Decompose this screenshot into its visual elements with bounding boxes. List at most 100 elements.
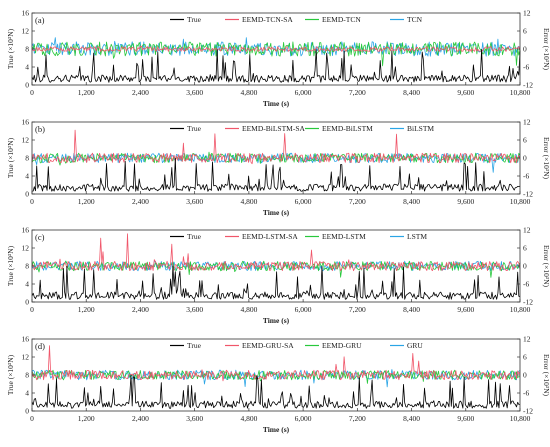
x-tick-label: 10,800 bbox=[510, 305, 531, 314]
x-tick-label: 0 bbox=[30, 305, 34, 314]
x-tick-label: 10,800 bbox=[510, 414, 531, 423]
series-line-eemd-gru bbox=[31, 369, 521, 384]
panel-label: (a) bbox=[35, 15, 45, 25]
y-right-axis-label: Error (×10³N) bbox=[542, 137, 550, 180]
series-line-true bbox=[31, 157, 521, 192]
plot-area bbox=[31, 37, 521, 83]
x-tick-label: 9,600 bbox=[457, 305, 474, 314]
x-tick-label: 4,800 bbox=[240, 197, 257, 206]
x-tick-label: 2,400 bbox=[132, 305, 149, 314]
x-tick-label: 6,000 bbox=[295, 305, 312, 314]
y-right-tick-label: -12 bbox=[523, 298, 533, 307]
y-left-tick-label: 0 bbox=[25, 190, 29, 199]
y-right-tick-label: 0 bbox=[523, 45, 527, 54]
y-left-axis-label: True (×10³N) bbox=[6, 245, 15, 286]
plot-area bbox=[31, 129, 521, 192]
y-left-tick-label: 8 bbox=[25, 154, 29, 163]
panel-2: 0 1,200 2,400 3,600 4,800 6,000 7,200 8,400 9,60… bbox=[6, 226, 550, 326]
series-line-true bbox=[31, 49, 521, 83]
y-left-tick-label: 8 bbox=[25, 262, 29, 271]
x-tick-label: 7,200 bbox=[349, 305, 366, 314]
x-tick-label: 0 bbox=[30, 88, 34, 97]
series-line-eemd-bilstm-sa bbox=[31, 129, 521, 165]
legend-label: True bbox=[187, 15, 202, 24]
legend-label: EEMD-GRU-SA bbox=[242, 341, 294, 350]
panel-label: (c) bbox=[35, 232, 45, 242]
x-tick-label: 9,600 bbox=[457, 197, 474, 206]
panel-label: (d) bbox=[35, 341, 45, 351]
y-right-tick-label: -6 bbox=[523, 389, 529, 398]
series-line-lstm bbox=[31, 260, 521, 272]
plot-area bbox=[31, 345, 521, 409]
y-left-tick-label: 16 bbox=[22, 226, 30, 235]
x-tick-label: 3,600 bbox=[186, 197, 203, 206]
y-right-tick-label: 6 bbox=[523, 244, 527, 253]
y-left-tick-label: 16 bbox=[22, 335, 30, 344]
series-line-gru bbox=[31, 369, 521, 388]
x-tick-label: 10,800 bbox=[510, 197, 531, 206]
y-right-tick-label: -6 bbox=[523, 63, 529, 72]
y-left-tick-label: 12 bbox=[22, 27, 30, 36]
y-left-tick-label: 16 bbox=[22, 9, 30, 18]
panel-3: 0 1,200 2,400 3,600 4,800 6,000 7,200 8,400 9,60… bbox=[6, 335, 550, 435]
series-line-true bbox=[31, 374, 521, 409]
y-right-tick-label: 12 bbox=[523, 335, 531, 344]
y-right-axis-label: Error (×10³N) bbox=[542, 354, 550, 397]
y-left-tick-label: 4 bbox=[25, 63, 29, 72]
x-axis-label: Time (s) bbox=[263, 316, 290, 325]
x-tick-label: 2,400 bbox=[132, 88, 149, 97]
y-left-tick-label: 12 bbox=[22, 136, 30, 145]
x-tick-label: 8,400 bbox=[403, 305, 420, 314]
x-tick-label: 7,200 bbox=[349, 414, 366, 423]
legend-label: EEMD-LSTM bbox=[322, 232, 366, 241]
legend-label: EEMD-BiLSTM-SA bbox=[242, 124, 306, 133]
x-tick-label: 7,200 bbox=[349, 197, 366, 206]
series-line-eemd-tcn-sa bbox=[31, 45, 521, 52]
legend-label: GRU bbox=[407, 341, 423, 350]
y-right-tick-label: 12 bbox=[523, 226, 531, 235]
y-left-axis-label: True (×10³N) bbox=[6, 137, 15, 178]
legend-label: EEMD-TCN bbox=[322, 15, 361, 24]
x-tick-label: 1,200 bbox=[78, 197, 95, 206]
x-tick-label: 8,400 bbox=[403, 88, 420, 97]
y-right-tick-label: 6 bbox=[523, 136, 527, 145]
y-left-tick-label: 16 bbox=[22, 118, 30, 127]
x-tick-label: 3,600 bbox=[186, 88, 203, 97]
x-tick-label: 4,800 bbox=[240, 305, 257, 314]
y-right-tick-label: -12 bbox=[523, 407, 533, 416]
y-right-tick-label: 12 bbox=[523, 118, 531, 127]
y-right-tick-label: 0 bbox=[523, 154, 527, 163]
y-left-axis-label: True (×10³N) bbox=[6, 354, 15, 395]
x-tick-label: 4,800 bbox=[240, 88, 257, 97]
x-axis-label: Time (s) bbox=[263, 99, 290, 108]
y-left-tick-label: 8 bbox=[25, 45, 29, 54]
x-tick-label: 9,600 bbox=[457, 414, 474, 423]
x-tick-label: 2,400 bbox=[132, 414, 149, 423]
x-tick-label: 3,600 bbox=[186, 305, 203, 314]
x-tick-label: 4,800 bbox=[240, 414, 257, 423]
y-left-tick-label: 4 bbox=[25, 280, 29, 289]
legend-label: EEMD-GRU bbox=[322, 341, 362, 350]
y-right-tick-label: -6 bbox=[523, 172, 529, 181]
y-right-tick-label: -6 bbox=[523, 280, 529, 289]
x-tick-label: 2,400 bbox=[132, 197, 149, 206]
y-left-tick-label: 0 bbox=[25, 298, 29, 307]
x-axis-label: Time (s) bbox=[263, 208, 290, 217]
legend-label: EEMD-TCN-SA bbox=[242, 15, 293, 24]
series-line-true bbox=[31, 265, 521, 300]
x-tick-label: 0 bbox=[30, 414, 34, 423]
panel-0: 0 1,200 2,400 3,600 4,800 6,000 7,200 8,400 9,60… bbox=[6, 9, 550, 109]
panel-label: (b) bbox=[35, 124, 45, 134]
y-right-tick-label: -12 bbox=[523, 81, 533, 90]
x-tick-label: 0 bbox=[30, 197, 34, 206]
y-left-tick-label: 0 bbox=[25, 81, 29, 90]
y-left-tick-label: 12 bbox=[22, 353, 30, 362]
legend-label: TCN bbox=[407, 15, 423, 24]
legend-label: EEMD-BiLSTM bbox=[322, 124, 373, 133]
x-tick-label: 6,000 bbox=[295, 88, 312, 97]
plot-area bbox=[31, 233, 521, 300]
x-tick-label: 6,000 bbox=[295, 197, 312, 206]
y-left-tick-label: 12 bbox=[22, 244, 30, 253]
y-right-axis-label: Error (×10³N) bbox=[542, 245, 550, 288]
